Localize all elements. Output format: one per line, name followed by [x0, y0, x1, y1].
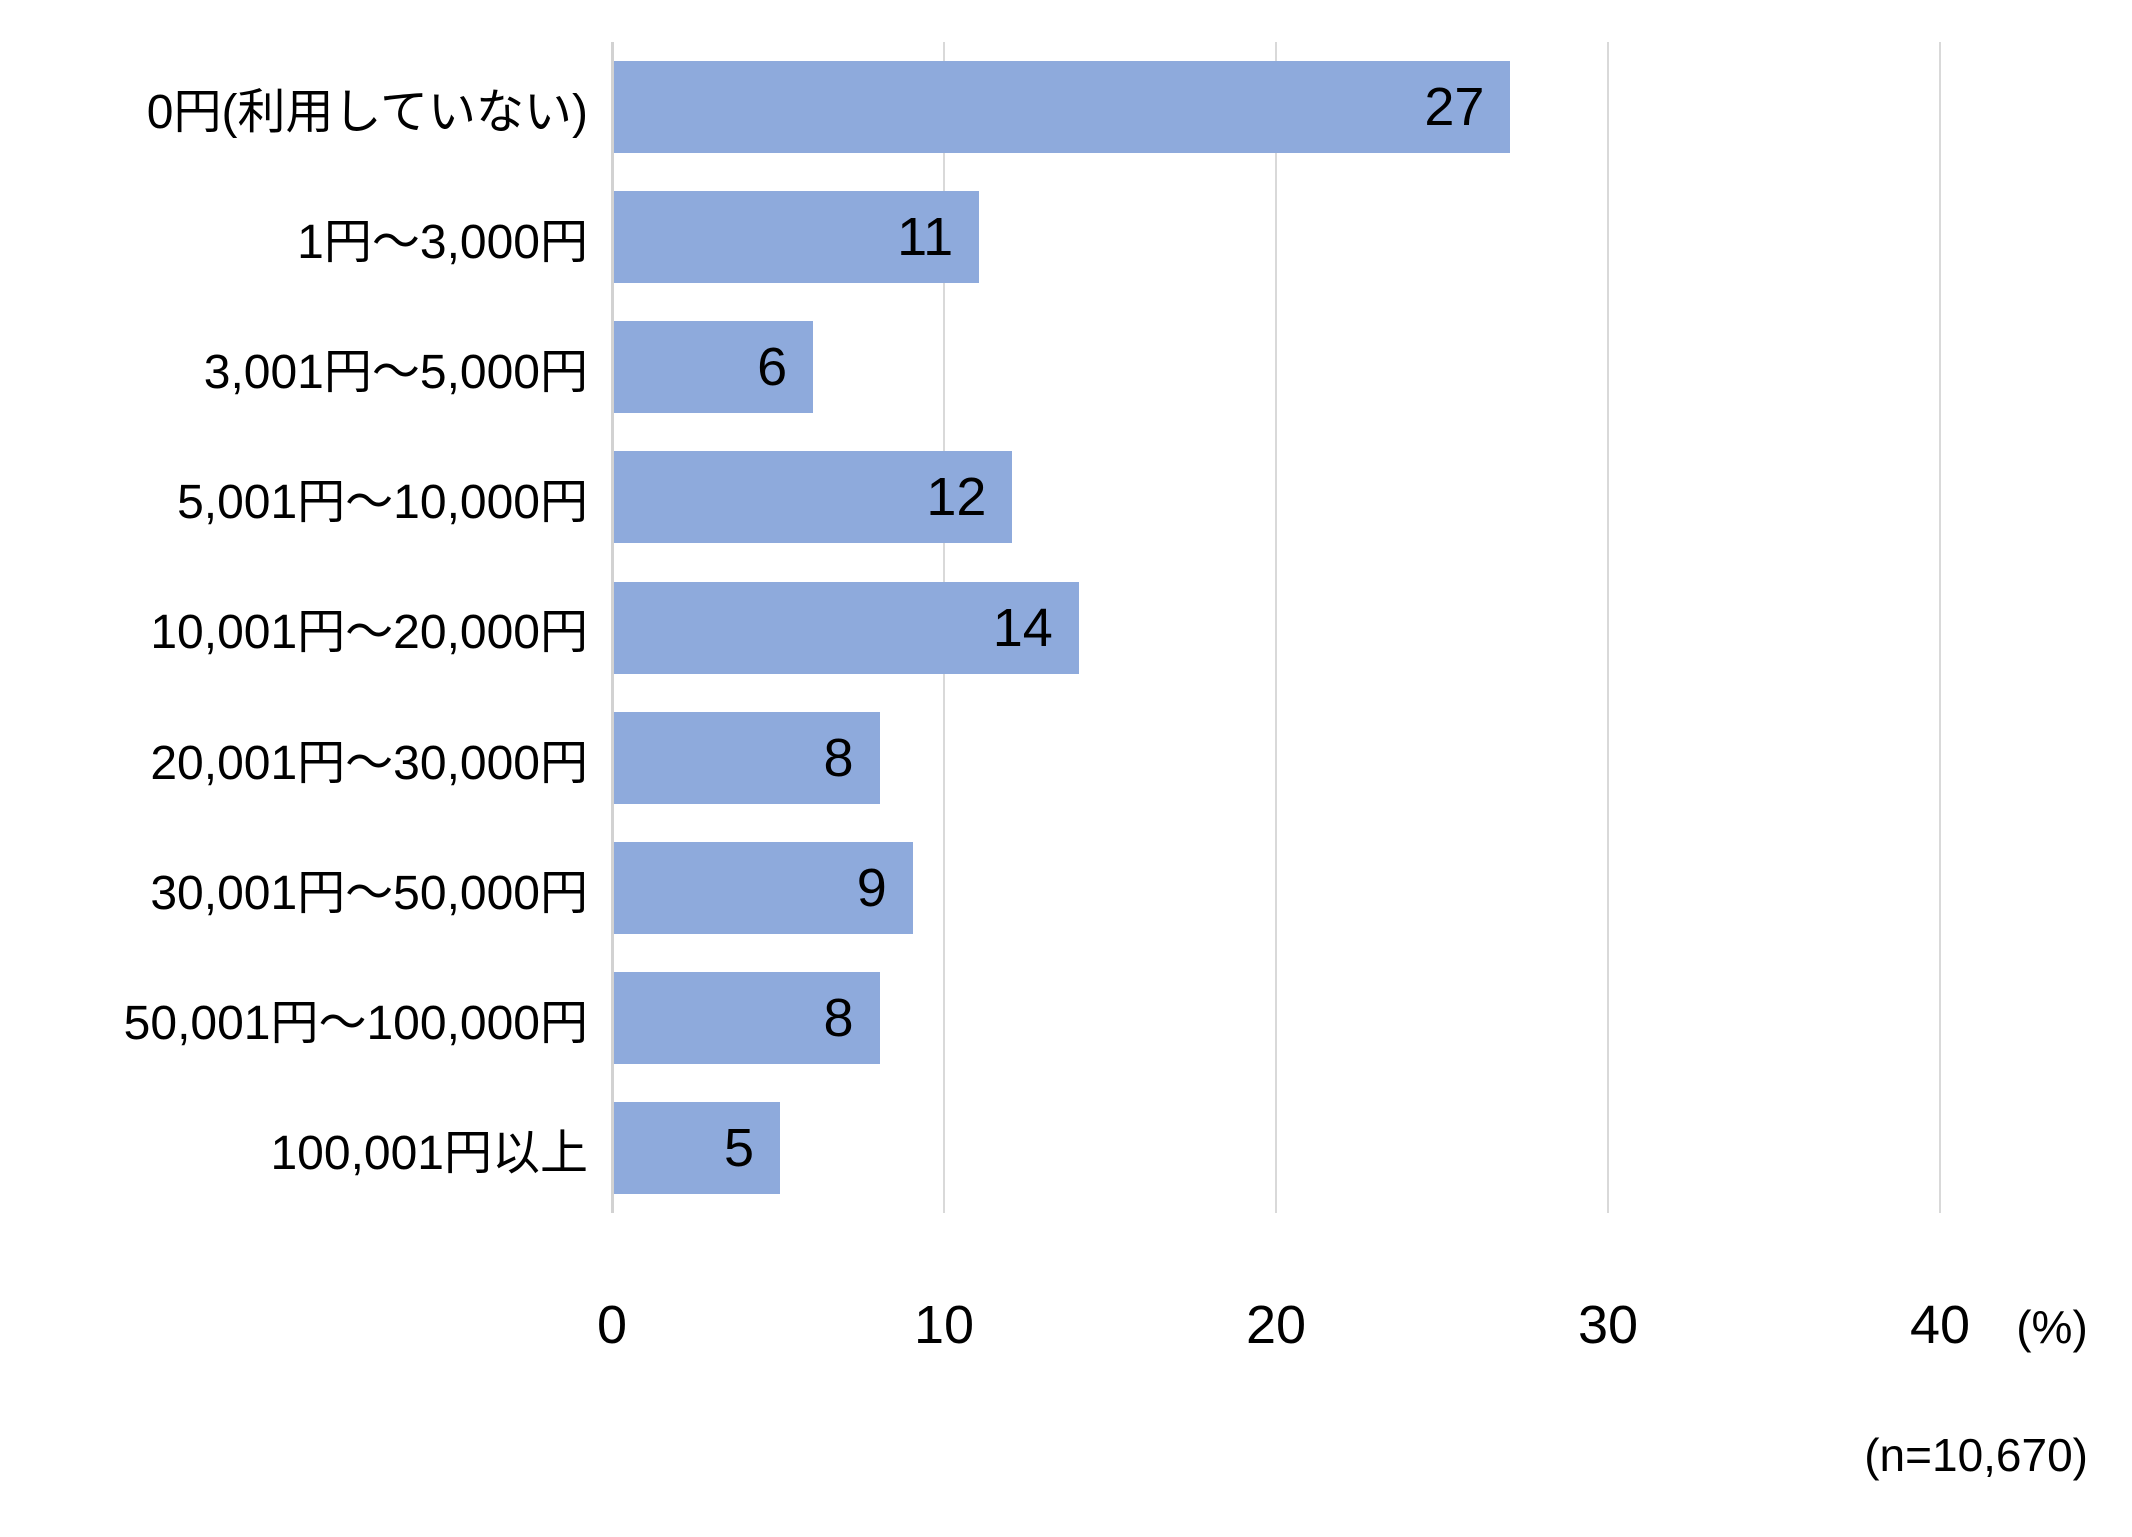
category-label: 50,001円～100,000円 — [123, 996, 588, 1050]
category-label: 20,001円～30,000円 — [150, 736, 588, 790]
category-label: 3,001円～5,000円 — [203, 346, 588, 400]
category-label: 0円(利用していない) — [146, 86, 588, 140]
bar-value-label: 6 — [757, 337, 788, 398]
bar: 11 — [614, 191, 980, 284]
gridline — [1939, 42, 1941, 1213]
bar-value-label: 5 — [723, 1117, 754, 1178]
category-label: 5,001円～10,000円 — [177, 476, 588, 530]
category-label: 1円～3,000円 — [297, 216, 588, 270]
bar-value-label: 12 — [926, 467, 987, 528]
category-label: 10,001円～20,000円 — [150, 606, 588, 660]
x-axis-unit-label: (%) — [2016, 1301, 2088, 1353]
bar: 9 — [614, 841, 913, 934]
bar: 27 — [614, 61, 1511, 154]
bar: 14 — [614, 581, 1079, 674]
bar-value-label: 14 — [992, 597, 1053, 658]
category-label: 100,001円以上 — [270, 1126, 588, 1180]
x-tick-label: 40 — [1909, 1295, 1971, 1355]
bar-value-label: 8 — [823, 727, 854, 788]
category-label: 30,001円～50,000円 — [150, 866, 588, 920]
x-tick-label: 0 — [596, 1295, 628, 1355]
bar-value-label: 9 — [856, 857, 887, 918]
bar: 8 — [614, 971, 880, 1064]
x-tick-label: 30 — [1577, 1295, 1639, 1355]
bar: 12 — [614, 451, 1013, 544]
bar-value-label: 8 — [823, 987, 854, 1048]
bar-value-label: 11 — [897, 207, 954, 268]
y-axis-line — [611, 42, 614, 1213]
bar: 6 — [614, 321, 814, 414]
x-tick-label: 10 — [913, 1295, 975, 1355]
plot-area: 27 11 6 12 14 8 9 8 5 — [611, 42, 2010, 1213]
x-tick-label: 20 — [1245, 1295, 1307, 1355]
bar: 8 — [614, 711, 880, 804]
bar-value-label: 27 — [1424, 77, 1485, 138]
bar: 5 — [614, 1101, 780, 1194]
sample-size-note: (n=10,670) — [1864, 1429, 2088, 1481]
gridline — [1275, 42, 1277, 1213]
gridline — [1607, 42, 1609, 1213]
